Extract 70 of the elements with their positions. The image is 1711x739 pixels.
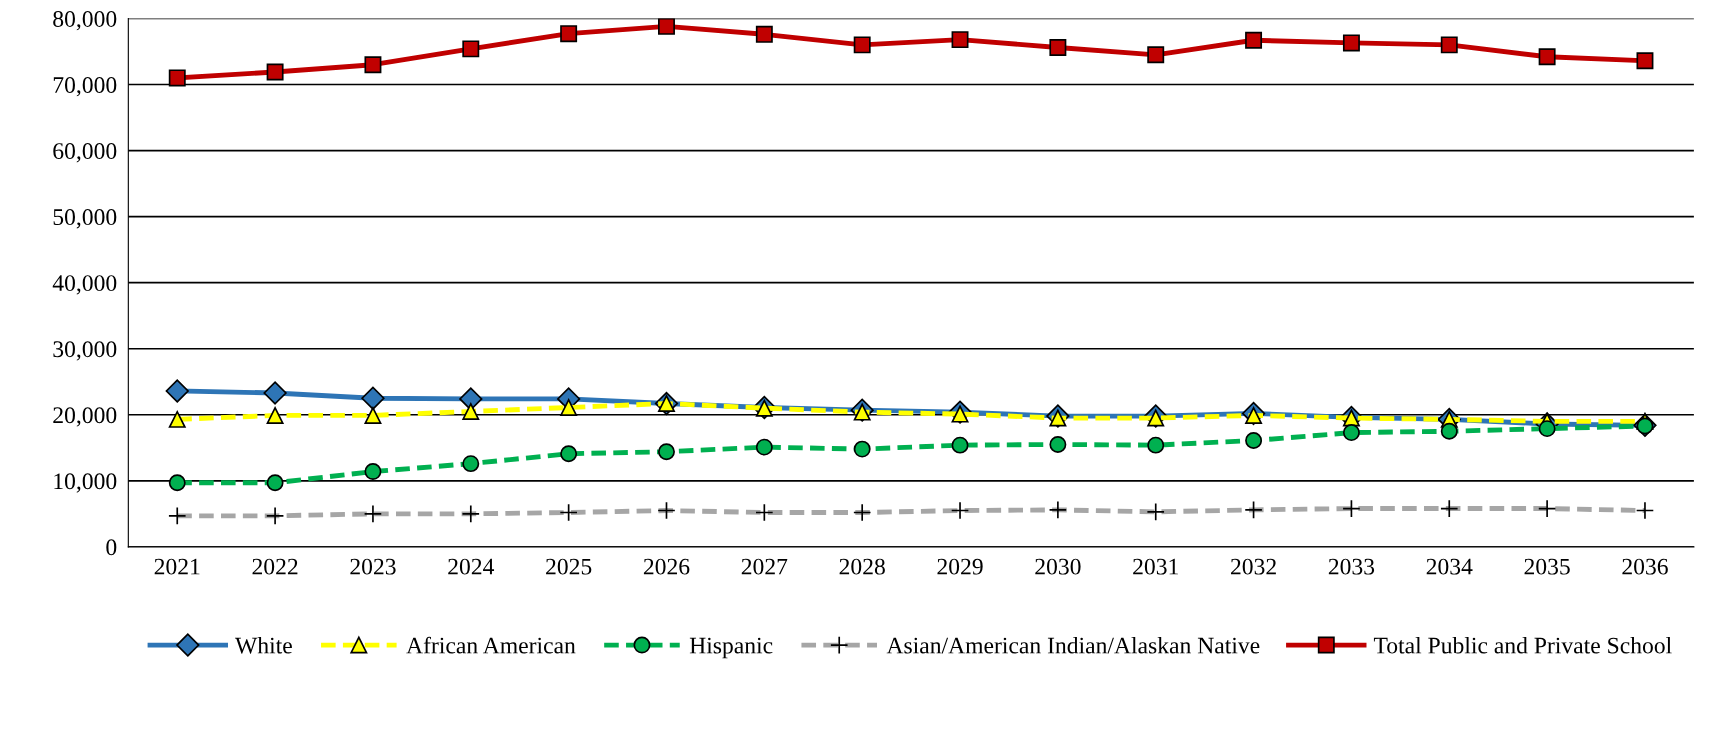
point	[361, 386, 385, 410]
point	[462, 40, 480, 58]
x-tick-label: 2034	[1426, 558, 1473, 575]
x-tick-label: 2036	[1622, 558, 1668, 575]
point	[560, 445, 578, 463]
x-tick-label: 2033	[1328, 558, 1375, 575]
point	[853, 440, 871, 458]
y-tick-label: 20,000	[53, 407, 117, 427]
point	[168, 410, 186, 428]
x-tick-label: 2030	[1035, 558, 1081, 575]
point	[658, 443, 675, 461]
y-tick-label: 60,000	[53, 143, 117, 163]
x-tick-label: 2023	[350, 558, 396, 575]
y-tick-label: 30,000	[53, 341, 117, 361]
point	[263, 381, 287, 405]
point	[1147, 46, 1165, 64]
point	[1342, 424, 1360, 442]
legend-label: White	[235, 636, 292, 654]
y-tick-label: 70,000	[53, 77, 117, 97]
x-tick-label: 2024	[448, 558, 495, 575]
legend-label: African American	[406, 636, 576, 654]
point	[658, 18, 675, 35]
y-tick-label: 80,000	[53, 10, 117, 31]
x-tick-label: 2026	[643, 558, 690, 575]
point	[1147, 436, 1165, 454]
legend-label: Total Public and Private School	[1373, 636, 1672, 654]
point	[755, 25, 773, 43]
point	[1538, 48, 1556, 66]
point	[951, 31, 969, 49]
point	[459, 387, 483, 411]
point	[364, 463, 382, 481]
point	[1049, 436, 1067, 453]
x-tick-label: 2029	[937, 558, 983, 575]
x-tick-label: 2027	[741, 558, 788, 575]
point	[1049, 39, 1067, 57]
point	[1245, 31, 1263, 49]
point	[560, 25, 578, 43]
point	[1440, 422, 1458, 440]
point	[1245, 432, 1263, 449]
x-tick-label: 2028	[839, 558, 885, 575]
point	[1342, 34, 1360, 52]
point	[266, 406, 284, 424]
point	[364, 56, 382, 74]
legend-label: Asian/American Indian/Alaskan Native	[886, 636, 1260, 654]
point	[853, 36, 871, 54]
y-tick-label: 40,000	[52, 275, 117, 295]
point	[1636, 52, 1654, 70]
point	[462, 455, 480, 473]
x-tick-label: 2031	[1133, 558, 1178, 575]
x-tick-label: 2032	[1231, 558, 1276, 575]
x-tick-label: 2021	[154, 558, 200, 575]
point	[168, 474, 186, 492]
y-tick-label: 50,000	[53, 209, 117, 229]
point	[266, 474, 284, 492]
point	[1440, 36, 1458, 54]
x-tick-label: 2022	[252, 558, 298, 575]
x-tick-label: 2035	[1524, 558, 1570, 575]
y-tick-label: 10,000	[54, 473, 117, 493]
point	[951, 436, 969, 454]
point	[266, 63, 284, 81]
point	[560, 399, 578, 416]
point	[462, 402, 480, 420]
legend-label: Hispanic	[689, 637, 773, 659]
y-tick-label: 0	[106, 539, 117, 556]
point	[165, 379, 189, 403]
point	[1538, 420, 1556, 438]
point	[168, 69, 186, 87]
point	[755, 438, 773, 456]
x-tick-label: 2025	[546, 558, 592, 575]
point	[364, 406, 382, 424]
